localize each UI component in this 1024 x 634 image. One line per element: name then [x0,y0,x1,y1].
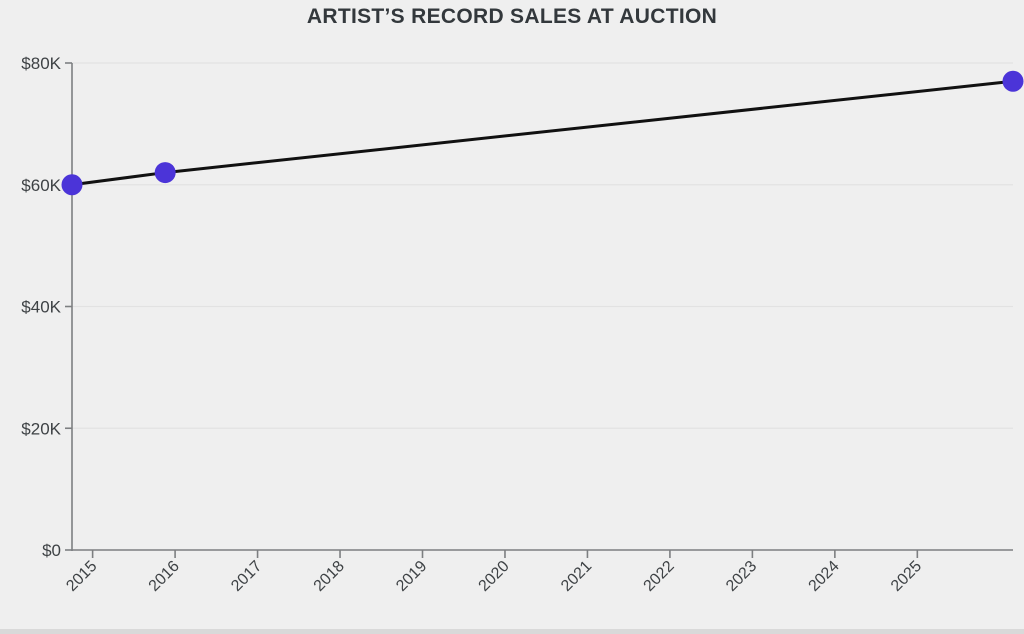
data-point [61,174,83,196]
bottom-edge-strip [0,629,1024,634]
x-tick-label: 2015 [63,558,100,595]
x-tick-label: 2022 [641,558,678,595]
x-tick-label: 2023 [723,558,760,595]
y-tick-label: $0 [42,541,61,560]
x-tick-label: 2020 [476,558,513,595]
data-point [1002,70,1024,92]
data-line [70,79,1015,187]
y-tick-label: $60K [21,176,61,195]
y-tick-label: $20K [21,419,61,438]
x-tick-label: 2019 [393,558,430,595]
y-tick-label: $40K [21,298,61,317]
x-tick-label: 2024 [806,558,843,595]
x-tick-label: 2021 [558,558,595,595]
data-point [154,162,176,184]
chart-title: ARTIST’S RECORD SALES AT AUCTION [306,5,718,28]
x-tick-label: 2018 [311,558,348,595]
y-tick-label: $80K [21,54,61,73]
x-tick-label: 2025 [888,558,925,595]
x-tick-label: 2017 [228,558,265,595]
x-tick-label: 2016 [146,558,183,595]
